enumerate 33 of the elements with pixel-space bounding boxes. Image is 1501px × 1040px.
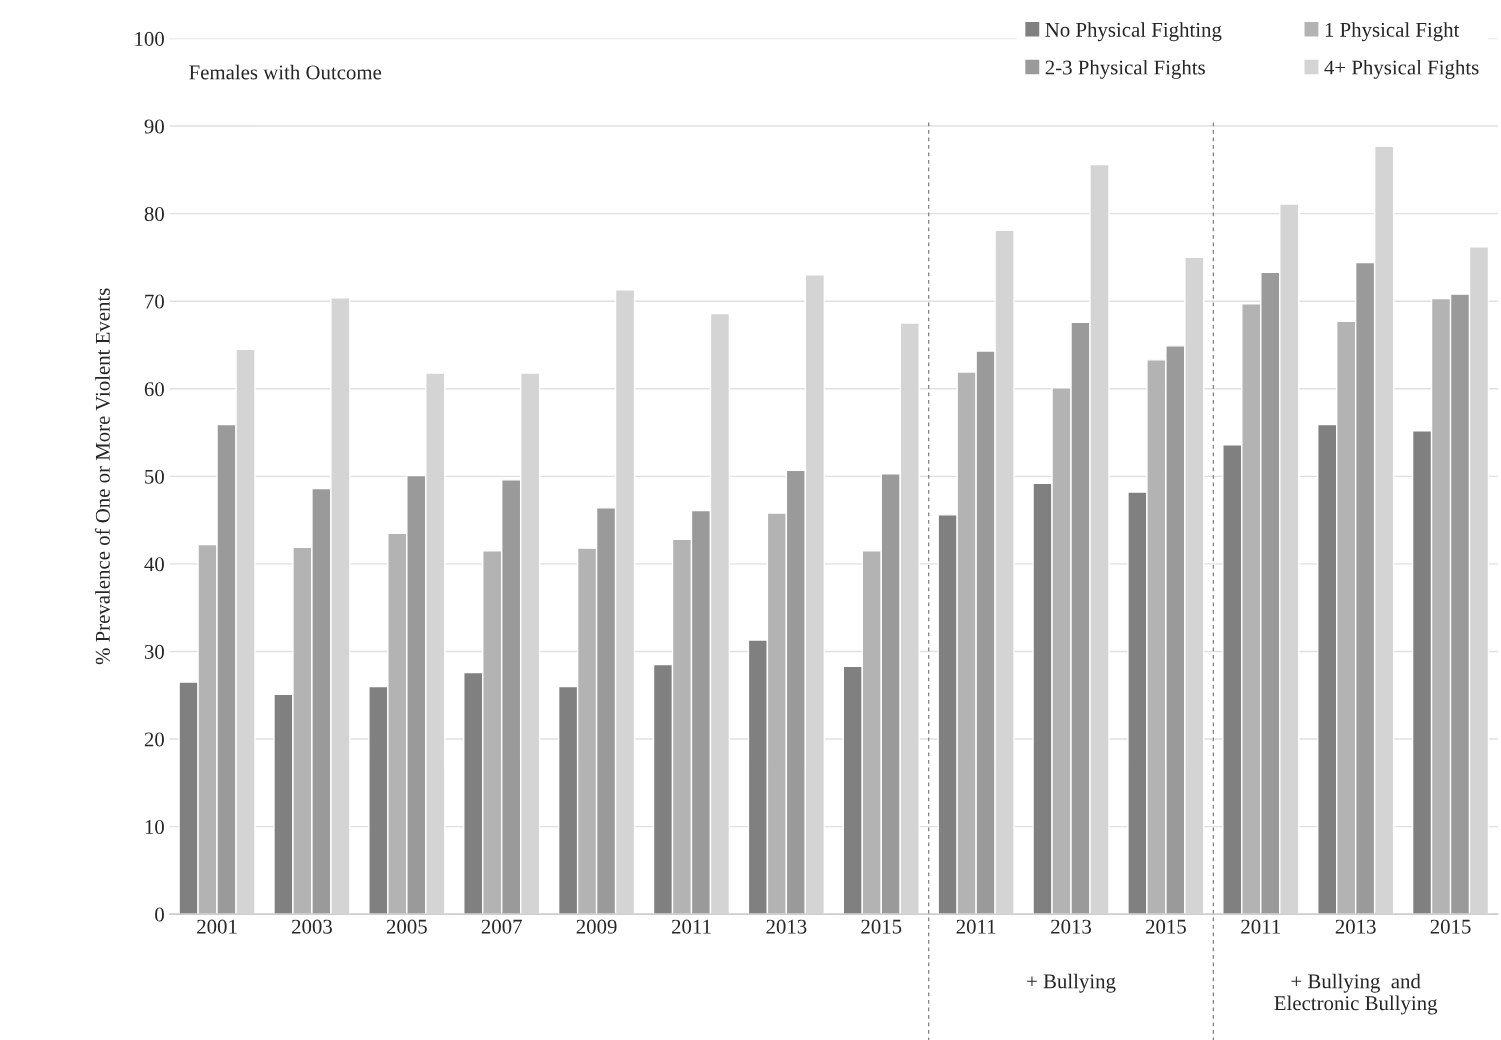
- x-tick-label: 2015: [1430, 919, 1471, 934]
- y-tick-label: 10: [145, 819, 164, 835]
- x-tick-label: 2007: [481, 919, 522, 934]
- annotation: Females with Outcome: [189, 64, 382, 80]
- y-tick-label: 30: [144, 644, 164, 659]
- legend-label: No Physical Fighting: [1045, 22, 1222, 42]
- x-tick-label: 2011: [956, 919, 996, 934]
- y-tick-label: 90: [144, 119, 164, 134]
- x-tick-label: 2013: [766, 919, 807, 934]
- x-tick-label: 2001: [197, 919, 237, 934]
- y-tick-label: 40: [144, 557, 164, 572]
- text: + Bullying and Electronic Bullying: [1274, 973, 1438, 1015]
- y-tick-label: 60: [144, 382, 164, 397]
- x-tick-label: 2013: [1051, 919, 1092, 934]
- legend-label: 2-3 Physical Fights: [1045, 59, 1205, 79]
- x-tick-label: 2015: [1145, 919, 1186, 934]
- x-tick-label: 2013: [1335, 919, 1376, 934]
- x-tick-label: 2015: [861, 919, 902, 934]
- legend-label: 1 Physical Fight: [1325, 22, 1460, 42]
- x-tick-label: 2005: [386, 919, 427, 934]
- y-tick-label: 50: [145, 469, 164, 484]
- y-tick-label: 70: [145, 294, 164, 309]
- x-tick-label: 2009: [576, 919, 617, 934]
- x-tick-label: 2011: [671, 919, 711, 934]
- x-tick-label: 2011: [1241, 919, 1280, 934]
- text: + Bullying: [1027, 973, 1116, 993]
- y-tick-label: 0: [155, 907, 164, 922]
- y-tick-label: 80: [144, 206, 164, 222]
- y-tick-label: 100: [135, 31, 164, 46]
- x-tick-label: 2003: [292, 919, 332, 934]
- legend-label: 4+ Physical Fights: [1324, 59, 1479, 79]
- y-tick-label: 20: [144, 732, 164, 747]
- y-axis-title: % Prevalence of One or More Violent Events: [94, 288, 110, 665]
